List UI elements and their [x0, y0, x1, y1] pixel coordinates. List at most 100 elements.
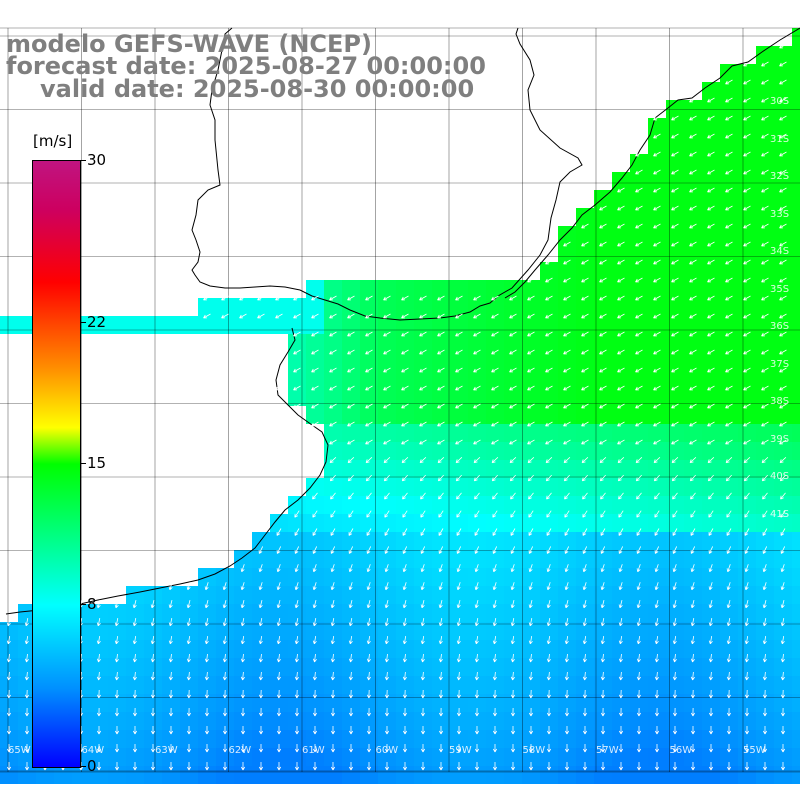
wind-arrow [762, 726, 768, 735]
wind-arrow [762, 492, 768, 500]
speed-cell [342, 748, 360, 766]
wind-arrow [690, 726, 696, 735]
valid-date: valid date: 2025-08-30 00:00:00 [40, 75, 475, 103]
forecast-date: forecast date: 2025-08-27 00:00:00 [6, 52, 486, 80]
speed-cell [792, 388, 800, 406]
wind-arrow [401, 474, 408, 482]
wind-arrow [150, 600, 155, 609]
wind-arrow [582, 564, 587, 573]
speed-cell [0, 640, 18, 658]
wind-arrow [510, 671, 515, 681]
wind-arrow [420, 726, 426, 735]
speed-cell [144, 676, 162, 694]
wind-arrow [150, 653, 155, 663]
wind-arrow [492, 744, 498, 753]
wind-arrow [762, 744, 768, 753]
speed-cell [630, 316, 648, 334]
speed-cell [612, 676, 630, 694]
speed-cell [18, 712, 36, 730]
speed-cell [756, 550, 774, 568]
wind-arrow [204, 582, 209, 591]
speed-cell [342, 334, 360, 352]
wind-arrow [599, 241, 607, 247]
wind-arrow [546, 726, 552, 735]
wind-arrow [492, 653, 497, 663]
speed-cell [396, 514, 414, 532]
wind-arrow [347, 367, 355, 373]
wind-arrow [384, 636, 389, 645]
wind-arrow [509, 295, 517, 301]
wind-arrow [276, 600, 281, 609]
speed-cell [576, 514, 594, 532]
speed-cell [612, 604, 630, 622]
speed-cell [702, 388, 720, 406]
speed-cell [558, 316, 576, 334]
wind-arrow [438, 510, 444, 518]
wind-arrow [672, 762, 678, 771]
wind-arrow [276, 653, 281, 663]
wind-arrow [653, 385, 661, 391]
speed-cell [540, 388, 558, 406]
wind-arrow [546, 618, 551, 627]
wind-arrow [726, 671, 731, 681]
wind-arrow [402, 762, 408, 771]
speed-cell [414, 370, 432, 388]
speed-cell [612, 496, 630, 514]
wind-arrow [384, 762, 390, 771]
wind-arrow [402, 671, 407, 681]
speed-cell [468, 316, 486, 334]
speed-cell [486, 298, 504, 316]
speed-cell [306, 640, 324, 658]
colorbar-tick-mark [80, 463, 86, 464]
wind-arrow [402, 618, 407, 627]
wind-arrow [222, 762, 228, 771]
wind-arrow [636, 671, 641, 681]
speed-cell [378, 604, 396, 622]
speed-cell [576, 676, 594, 694]
wind-arrow [474, 744, 480, 753]
speed-cell [630, 604, 648, 622]
speed-cell [0, 748, 18, 766]
speed-cell [720, 568, 738, 586]
speed-cell [702, 172, 720, 190]
wind-arrow [132, 762, 138, 771]
speed-cell [738, 424, 756, 442]
wind-arrow [420, 492, 426, 500]
wind-arrow [653, 241, 661, 247]
speed-cell [180, 676, 198, 694]
speed-cell [684, 694, 702, 712]
speed-cell [648, 460, 666, 478]
speed-cell [234, 316, 252, 334]
speed-cell [162, 694, 180, 712]
wind-arrow [455, 439, 463, 445]
speed-cell [252, 712, 270, 730]
wind-arrow [582, 600, 587, 609]
speed-cell [432, 460, 450, 478]
speed-cell [738, 226, 756, 244]
speed-cell [18, 316, 36, 334]
colorbar-tick-label: 15 [87, 454, 107, 472]
speed-cell [234, 586, 252, 604]
wind-arrow [491, 349, 499, 355]
wind-arrow [779, 151, 787, 157]
speed-cell [702, 748, 720, 766]
speed-cell [738, 478, 756, 496]
wind-arrow [402, 653, 407, 663]
wind-arrow [672, 600, 677, 609]
speed-cell [684, 496, 702, 514]
wind-arrow [653, 169, 661, 175]
wind-arrow [455, 367, 463, 373]
speed-cell [450, 658, 468, 676]
speed-cell [468, 424, 486, 442]
wind-arrow [6, 689, 11, 699]
wind-arrow [708, 707, 713, 717]
colorbar-tick-label: 22 [87, 312, 107, 331]
wind-arrow [473, 457, 481, 464]
wind-arrow [725, 439, 733, 445]
wind-arrow [114, 618, 119, 627]
wind-arrow [438, 689, 443, 699]
wind-arrow [653, 115, 661, 121]
wind-arrow [222, 689, 227, 699]
wind-arrow [654, 726, 660, 735]
